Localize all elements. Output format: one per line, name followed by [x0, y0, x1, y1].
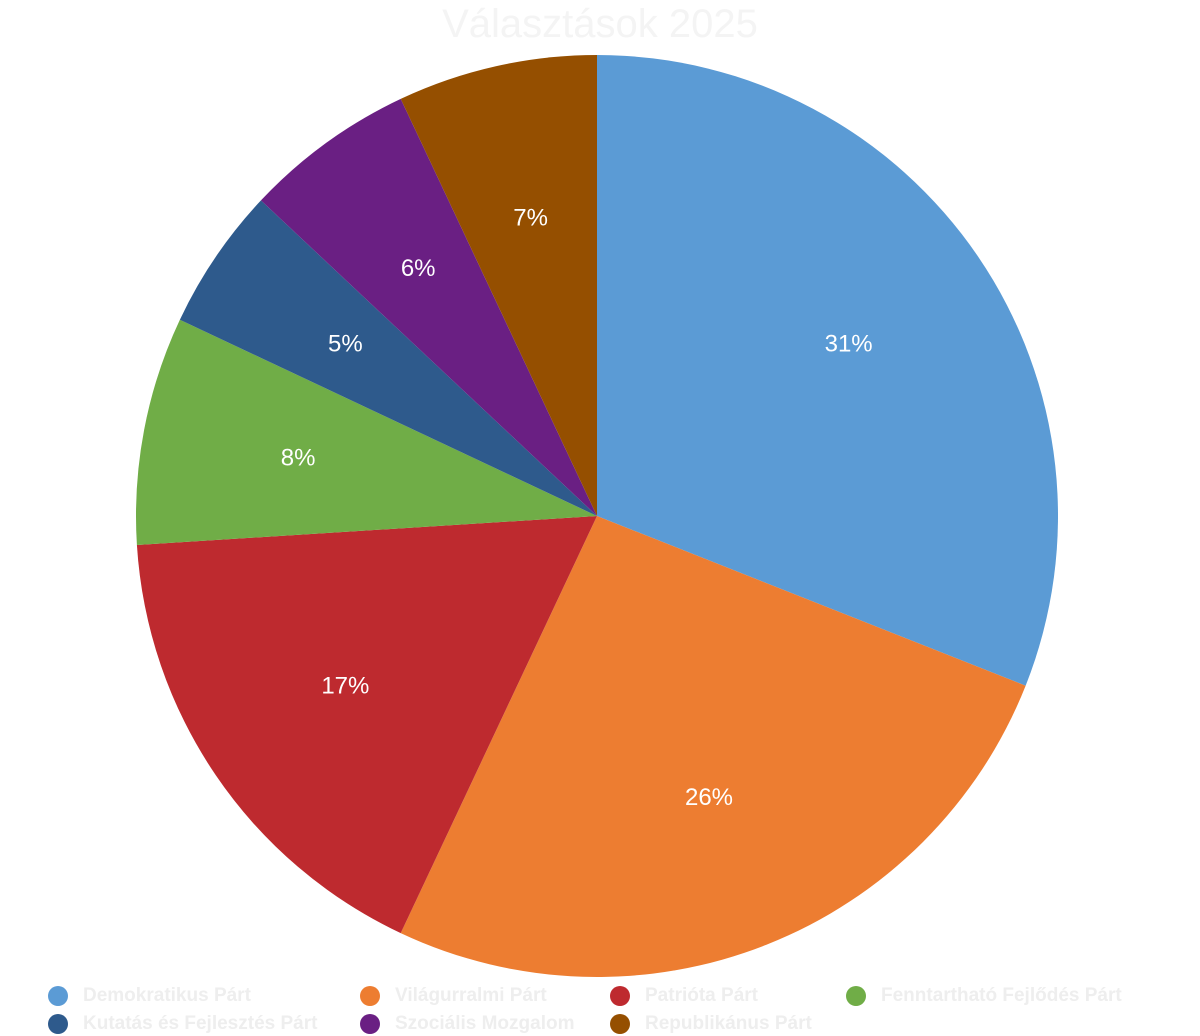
legend-item[interactable]: Szociális Mozgalom — [360, 1012, 610, 1036]
legend-swatch-icon — [610, 986, 630, 1006]
legend-swatch-icon — [48, 986, 68, 1006]
legend-swatch-icon — [360, 1014, 380, 1034]
pie-slice-1 — [597, 55, 1058, 686]
slice-data-label: 17% — [321, 672, 369, 699]
pie-slice-5 — [179, 200, 597, 517]
legend-label: Demokratikus Párt — [83, 985, 251, 1006]
legend-label: Patrióta Párt — [645, 985, 758, 1006]
pie-slice-4 — [136, 319, 597, 545]
legend-item[interactable]: Patrióta Párt — [610, 984, 846, 1008]
legend-item[interactable]: Demokratikus Párt — [48, 984, 360, 1008]
slice-data-label: 7% — [513, 204, 548, 231]
legend-swatch-icon — [846, 986, 866, 1006]
legend-label: Republikánus Párt — [645, 1013, 812, 1034]
pie-slice-6 — [260, 98, 597, 516]
legend-swatch-icon — [48, 1014, 68, 1034]
legend-label: Fenntartható Fejlődés Párt — [881, 985, 1122, 1006]
slice-data-label: 31% — [825, 330, 873, 357]
chart-title: Választások 2025 — [442, 2, 758, 46]
pie-slice-2 — [400, 516, 1026, 977]
slice-data-label: 26% — [685, 784, 733, 811]
slice-data-label: 5% — [328, 330, 363, 357]
slice-data-label: 8% — [281, 444, 316, 471]
pie-slice-7 — [400, 55, 597, 516]
slice-data-label: 6% — [401, 255, 436, 282]
pie-labels: 31% 26% 17% 8% 5% 6% 7% — [281, 204, 873, 811]
legend-swatch-icon — [360, 986, 380, 1006]
legend-item[interactable]: Fenntartható Fejlődés Párt — [846, 984, 1186, 1008]
legend-label: Világurralmi Párt — [395, 985, 547, 1006]
legend-item[interactable]: Kutatás és Fejlesztés Párt — [48, 1012, 360, 1036]
pie-slices — [136, 55, 1058, 977]
legend-swatch-icon — [610, 1014, 630, 1034]
chart-legend: Demokratikus Párt Világurralmi Párt Patrió… — [48, 984, 1188, 1036]
legend-item[interactable]: Világurralmi Párt — [360, 984, 610, 1008]
legend-label: Szociális Mozgalom — [395, 1013, 575, 1034]
legend-item[interactable]: Republikánus Párt — [610, 1012, 846, 1036]
legend-label: Kutatás és Fejlesztés Párt — [83, 1013, 318, 1034]
pie-slice-3 — [136, 516, 598, 934]
